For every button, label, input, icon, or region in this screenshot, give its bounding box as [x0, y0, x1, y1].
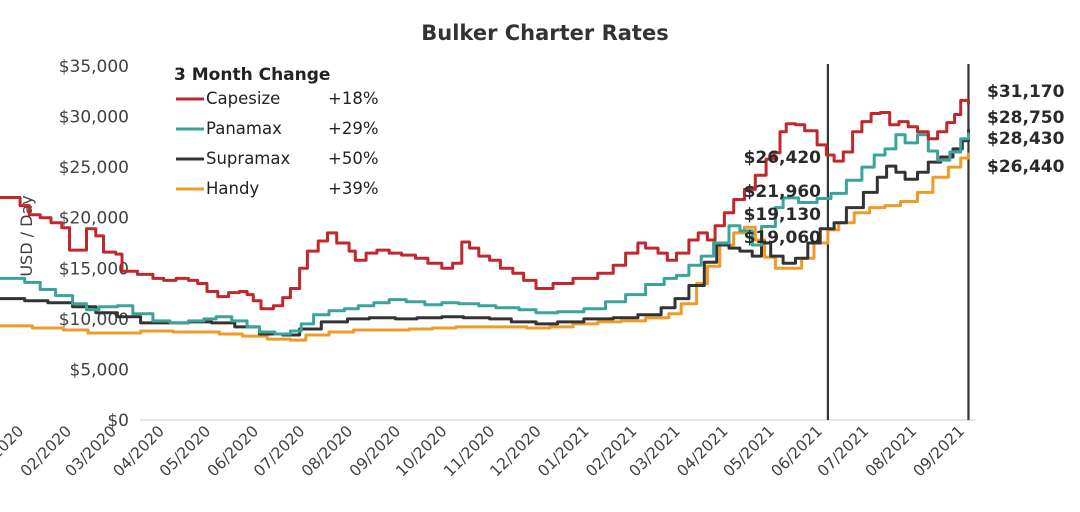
series-line-handy: [0, 152, 970, 342]
legend-name: Panamax: [206, 119, 282, 138]
y-tick-label: $10,000: [59, 310, 129, 330]
x-axis: 01/202002/202003/202004/202005/202006/20…: [0, 419, 975, 480]
x-tick-label: 08/2021: [862, 422, 920, 480]
y-tick-label: $30,000: [59, 108, 129, 128]
x-tick-label: 12/2020: [487, 422, 545, 480]
mid-annotations: $26,420 $21,960 $19,130 $19,060: [744, 148, 822, 248]
x-tick-label: 08/2020: [298, 422, 356, 480]
legend-name: Supramax: [206, 149, 290, 168]
legend-title: 3 Month Change: [174, 65, 330, 85]
y-axis: $0 $5,000 $10,000 $15,000 $20,000 $25,000 $30,…: [59, 57, 129, 431]
end-annotations: $31,170 $28,750$28,430 $26,440: [987, 82, 1065, 177]
y-tick-label: $20,000: [59, 209, 129, 229]
series-lines: [0, 98, 970, 342]
x-tick-label: 05/2021: [720, 422, 778, 480]
legend-change: +18%: [328, 89, 379, 108]
legend-change: +50%: [328, 149, 379, 168]
y-tick-label: $25,000: [59, 158, 129, 178]
end-value-label: $31,170: [987, 82, 1065, 102]
x-tick-label: 10/2020: [392, 422, 450, 480]
mid-value-label: $26,420: [744, 148, 822, 168]
series-line-panamax: [0, 132, 970, 336]
legend-name: Handy: [206, 179, 259, 198]
series-line-supramax: [0, 129, 970, 337]
x-tick-label: 05/2020: [156, 422, 214, 480]
y-tick-label: $35,000: [59, 57, 129, 77]
y-axis-label: USD / Day: [17, 195, 36, 276]
legend-name: Capesize: [206, 89, 280, 108]
y-tick-label: $0: [107, 411, 129, 431]
x-tick-label: 01/2021: [534, 422, 592, 480]
end-value-label: $26,440: [987, 157, 1065, 177]
end-value-label: $28,750: [987, 108, 1065, 128]
y-tick-label: $15,000: [59, 259, 129, 279]
y-tick-label: $5,000: [70, 360, 129, 380]
x-tick-label: 09/2021: [910, 422, 968, 480]
mid-value-label: $19,130: [744, 205, 822, 225]
end-value-label: $28,430: [987, 129, 1065, 149]
legend: 3 Month Change Capesize +18% Panamax +29% Su…: [174, 65, 379, 198]
legend-change: +39%: [328, 179, 379, 198]
x-tick-label: 07/2021: [814, 422, 872, 480]
series-line-capesize: [0, 98, 970, 311]
x-tick-label: 07/2020: [250, 422, 308, 480]
reference-lines: [826, 64, 970, 420]
mid-value-label: $19,060: [744, 228, 822, 248]
mid-value-label: $21,960: [744, 182, 822, 202]
chart-title: Bulker Charter Rates: [421, 21, 668, 45]
legend-change: +29%: [328, 119, 379, 138]
